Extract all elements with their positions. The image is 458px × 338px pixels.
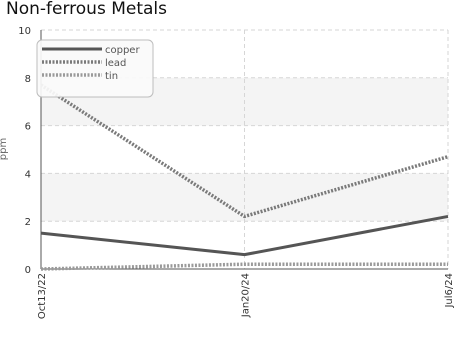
y-tick-label: 0	[25, 265, 31, 276]
legend-label-lead: lead	[105, 58, 126, 69]
y-tick-label: 8	[25, 74, 31, 85]
x-tick-label: Oct13/22	[37, 273, 48, 319]
series-line-lead	[40, 83, 449, 219]
x-tick-labels: Oct13/22 Jan20/24 Jul6/24	[37, 273, 455, 319]
series-line-copper	[40, 214, 449, 257]
series-line-tin	[40, 262, 448, 271]
series-lines	[40, 83, 449, 271]
y-tick-label: 10	[18, 26, 31, 37]
y-tick-label: 6	[25, 122, 31, 133]
chart-title: Non-ferrous Metals	[6, 0, 167, 19]
y-tick-label: 2	[25, 217, 31, 228]
x-tick-label: Jan20/24	[241, 273, 252, 318]
legend-box	[36, 39, 154, 98]
y-axis-label: ppm	[0, 138, 9, 160]
y-tick-labels: 0 2 4 6 8 10	[18, 26, 31, 276]
legend: copper lead tin	[36, 39, 154, 98]
legend-label-tin: tin	[105, 71, 118, 82]
y-tick-label: 4	[25, 169, 31, 180]
x-tick-label: Jul6/24	[444, 273, 455, 309]
legend-label-copper: copper	[105, 45, 140, 56]
